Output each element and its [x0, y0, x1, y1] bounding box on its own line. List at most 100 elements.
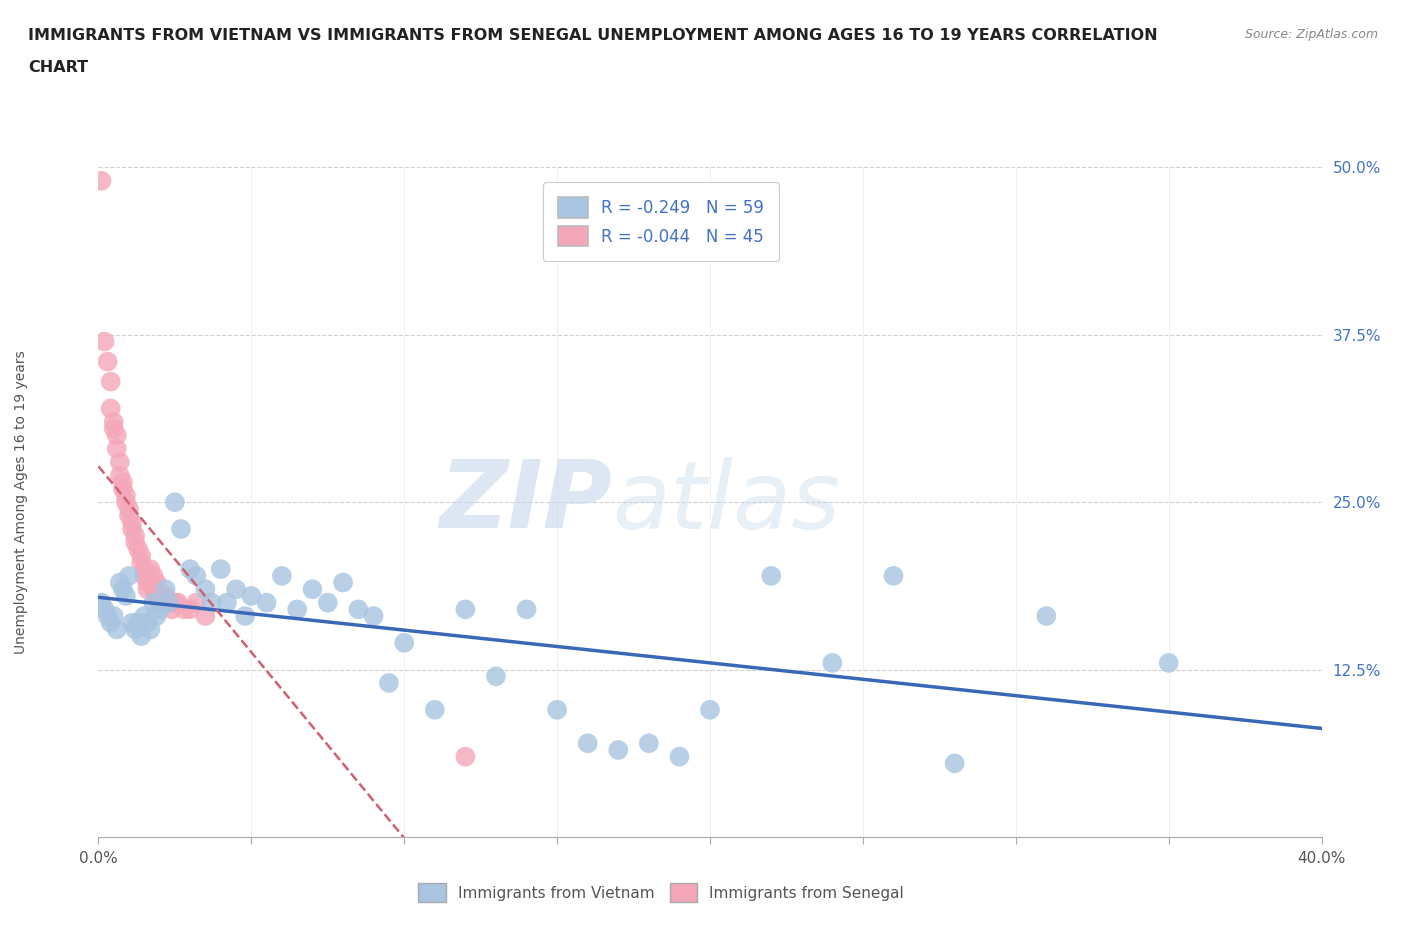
Point: [115, 589, 138, 604]
Point: [378, 675, 401, 690]
Point: [485, 669, 508, 684]
Point: [215, 595, 238, 610]
Point: [699, 702, 721, 717]
Point: [129, 555, 152, 570]
Point: [194, 582, 217, 597]
Point: [124, 622, 146, 637]
Point: [155, 582, 177, 597]
Point: [1157, 656, 1180, 671]
Point: [108, 455, 131, 470]
Point: [108, 468, 131, 483]
Point: [90, 595, 112, 610]
Point: [200, 595, 222, 610]
Point: [149, 595, 172, 610]
Point: [139, 622, 162, 637]
Point: [240, 589, 263, 604]
Point: [637, 736, 661, 751]
Point: [124, 528, 146, 543]
Point: [516, 602, 538, 617]
Point: [90, 173, 112, 188]
Point: [105, 441, 128, 456]
Point: [103, 608, 125, 623]
Point: [157, 595, 180, 610]
Point: [170, 522, 193, 537]
Point: [576, 736, 599, 751]
Point: [821, 656, 844, 671]
Text: Source: ZipAtlas.com: Source: ZipAtlas.com: [1244, 28, 1378, 41]
Point: [142, 568, 165, 583]
Point: [145, 589, 167, 604]
Point: [316, 595, 339, 610]
Point: [145, 608, 167, 623]
Point: [136, 575, 159, 590]
Point: [124, 535, 146, 550]
Point: [454, 602, 477, 617]
Text: IMMIGRANTS FROM VIETNAM VS IMMIGRANTS FROM SENEGAL UNEMPLOYMENT AMONG AGES 16 TO: IMMIGRANTS FROM VIETNAM VS IMMIGRANTS FR…: [28, 28, 1157, 43]
Point: [103, 421, 125, 436]
Point: [225, 582, 247, 597]
Text: ZIP: ZIP: [439, 457, 612, 548]
Point: [134, 568, 156, 583]
Point: [100, 616, 122, 631]
Point: [423, 702, 446, 717]
Point: [152, 589, 174, 604]
Point: [127, 616, 149, 631]
Point: [142, 595, 165, 610]
Point: [97, 608, 120, 623]
Point: [883, 568, 905, 583]
Point: [173, 602, 195, 617]
Point: [134, 562, 156, 577]
Point: [118, 568, 141, 583]
Point: [392, 635, 416, 650]
Point: [97, 354, 120, 369]
Point: [454, 750, 477, 764]
Point: [233, 608, 256, 623]
Point: [186, 568, 208, 583]
Text: Unemployment Among Ages 16 to 19 years: Unemployment Among Ages 16 to 19 years: [14, 351, 28, 654]
Point: [347, 602, 370, 617]
Point: [93, 602, 115, 617]
Point: [179, 562, 201, 577]
Point: [163, 495, 186, 510]
Point: [363, 608, 385, 623]
Point: [121, 515, 143, 530]
Point: [285, 602, 308, 617]
Point: [118, 501, 141, 516]
Text: atlas: atlas: [612, 457, 841, 548]
Point: [121, 522, 143, 537]
Point: [139, 562, 162, 577]
Point: [111, 474, 134, 489]
Point: [111, 482, 134, 497]
Point: [142, 582, 165, 597]
Point: [160, 602, 183, 617]
Point: [149, 602, 172, 617]
Point: [186, 595, 208, 610]
Point: [194, 608, 217, 623]
Point: [607, 742, 630, 757]
Point: [943, 756, 966, 771]
Point: [118, 508, 141, 523]
Point: [115, 495, 138, 510]
Point: [105, 428, 128, 443]
Point: [127, 541, 149, 556]
Text: CHART: CHART: [28, 60, 89, 75]
Point: [270, 568, 292, 583]
Point: [546, 702, 568, 717]
Point: [115, 488, 138, 503]
Point: [108, 575, 131, 590]
Point: [111, 582, 134, 597]
Point: [134, 608, 156, 623]
Point: [100, 374, 122, 389]
Point: [93, 334, 115, 349]
Point: [155, 589, 177, 604]
Point: [103, 415, 125, 430]
Point: [759, 568, 782, 583]
Point: [145, 575, 167, 590]
Point: [100, 401, 122, 416]
Point: [668, 750, 690, 764]
Point: [105, 622, 128, 637]
Point: [332, 575, 354, 590]
Point: [1035, 608, 1057, 623]
Point: [121, 616, 143, 631]
Point: [301, 582, 323, 597]
